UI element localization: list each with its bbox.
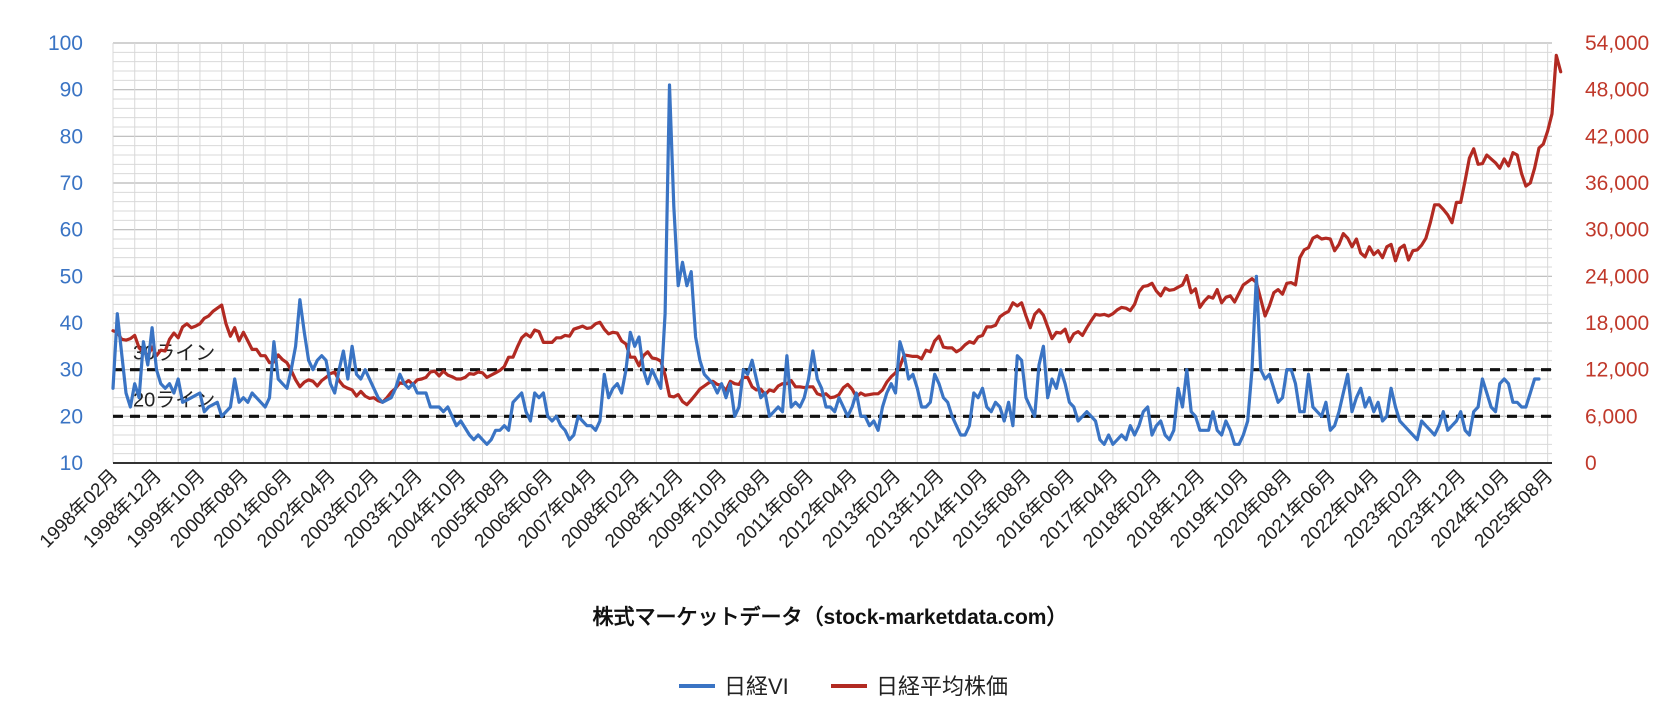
y-right-tick-label: 30,000 (1585, 219, 1649, 242)
legend-item-vi[interactable]: 日経VI (679, 674, 789, 699)
y-left-tick-label: 100 (48, 32, 83, 55)
legend: 日経VI 日経平均株価 (679, 674, 1008, 699)
y-right-tick-label: 12,000 (1585, 359, 1649, 382)
y-right-tick-label: 54,000 (1585, 32, 1649, 55)
grid-layer (112, 42, 1552, 464)
y-left-tick-label: 60 (60, 219, 83, 242)
series-line-nikkei-average (111, 53, 1563, 407)
x-axis-title: 株式マーケットデータ（stock-marketdata.com） (593, 605, 1068, 629)
y-right-tick-label: 6,000 (1585, 405, 1638, 428)
legend-item-nikkei[interactable]: 日経平均株価 (831, 674, 1008, 699)
y-right-tick-label: 18,000 (1585, 312, 1649, 335)
y-right-tick-label: 48,000 (1585, 79, 1649, 102)
series-line-nikkei-vi (111, 83, 1541, 446)
y-left-tick-label: 50 (60, 265, 83, 288)
y-right-tick-label: 42,000 (1585, 125, 1649, 148)
labels: 株式マーケットデータ（stock-marketdata.com） (593, 605, 1068, 629)
series-layer (111, 53, 1563, 446)
y-left-tick-label: 30 (60, 359, 83, 382)
y-left-tick-label: 10 (60, 452, 83, 475)
y-right-tick-label: 0 (1585, 452, 1597, 475)
y-left-tick-label: 90 (60, 79, 83, 102)
y-left-tick-label: 70 (60, 172, 83, 195)
y-right-tick-label: 36,000 (1585, 172, 1649, 195)
y-right-tick-label: 24,000 (1585, 265, 1649, 288)
y-left-tick-label: 80 (60, 125, 83, 148)
plot-area (113, 43, 1552, 463)
legend-label-nikkei: 日経平均株価 (876, 674, 1008, 699)
legend-label-vi: 日経VI (724, 674, 789, 699)
y-left-tick-label: 40 (60, 312, 83, 335)
y-left-tick-label: 20 (60, 405, 83, 428)
